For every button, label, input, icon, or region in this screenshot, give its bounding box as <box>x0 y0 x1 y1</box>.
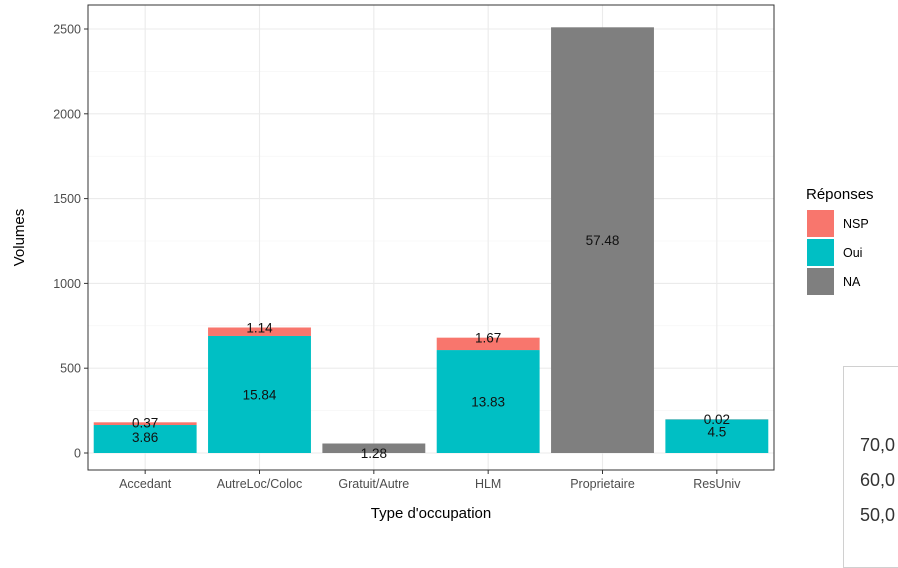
legend-label: NA <box>843 275 861 289</box>
legend-title: Réponses <box>806 186 874 203</box>
side-panel-value: 50,0 <box>860 505 895 526</box>
grid-lines <box>88 5 774 470</box>
x-tick-label: Gratuit/Autre <box>338 477 409 491</box>
legend-label: Oui <box>843 246 862 260</box>
y-tick-label: 500 <box>60 362 81 376</box>
bars <box>94 27 769 453</box>
x-tick-label: AutreLoc/Coloc <box>217 477 302 491</box>
bar-data-label: 1.28 <box>361 446 387 461</box>
stacked-bar-chart: 3.860.3715.841.141.2813.831.6757.484.50.… <box>0 0 898 526</box>
y-tick-label: 1500 <box>53 192 81 206</box>
side-panel-value: 70,0 <box>860 435 895 456</box>
bar-data-label: 0.37 <box>132 415 158 430</box>
y-tick-label: 2500 <box>53 23 81 37</box>
bar-data-label: 1.14 <box>246 320 273 335</box>
bar-data-label: 0.02 <box>704 412 730 427</box>
legend-key-nsp <box>807 210 834 237</box>
y-tick-label: 1000 <box>53 277 81 291</box>
y-tick-label: 0 <box>74 447 81 461</box>
bar-data-label: 1.67 <box>475 331 501 346</box>
x-tick-label: ResUniv <box>693 477 741 491</box>
bar-data-label: 3.86 <box>132 430 158 445</box>
x-tick-label: HLM <box>475 477 501 491</box>
legend-key-na <box>807 268 834 295</box>
plot-panel-border <box>88 5 774 470</box>
x-axis-title: Type d'occupation <box>371 505 491 522</box>
bar-data-label: 13.83 <box>471 395 505 410</box>
side-panel-value: 60,0 <box>860 470 895 491</box>
x-tick-label: Proprietaire <box>570 477 635 491</box>
bar-data-label: 57.48 <box>586 233 620 248</box>
y-axis-title: Volumes <box>11 209 28 267</box>
legend-label: NSP <box>843 217 869 231</box>
bar-data-label: 15.84 <box>243 387 277 402</box>
y-tick-label: 2000 <box>53 107 81 121</box>
x-tick-label: Accedant <box>119 477 172 491</box>
legend: Réponses NSP Oui NA <box>806 186 874 295</box>
side-panel: 70,0 60,0 50,0 <box>843 366 898 568</box>
legend-key-oui <box>807 239 834 266</box>
